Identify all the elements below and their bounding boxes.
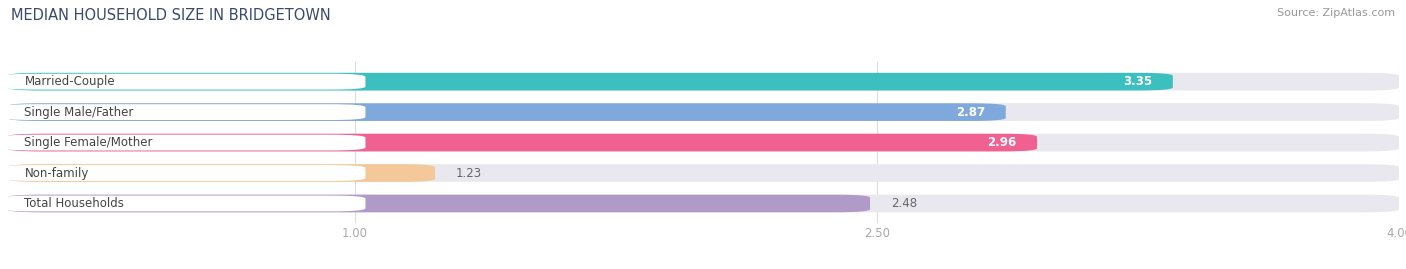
FancyBboxPatch shape [7,134,1038,151]
Text: Single Male/Father: Single Male/Father [24,106,134,119]
FancyBboxPatch shape [0,74,366,90]
FancyBboxPatch shape [7,195,1399,212]
FancyBboxPatch shape [7,103,1005,121]
FancyBboxPatch shape [7,164,434,182]
FancyBboxPatch shape [7,164,1399,182]
FancyBboxPatch shape [7,134,1399,151]
Text: Married-Couple: Married-Couple [24,75,115,88]
FancyBboxPatch shape [0,165,366,181]
FancyBboxPatch shape [0,196,366,211]
FancyBboxPatch shape [7,73,1399,90]
Text: 2.96: 2.96 [987,136,1017,149]
FancyBboxPatch shape [7,73,1173,90]
FancyBboxPatch shape [0,135,366,150]
FancyBboxPatch shape [7,195,870,212]
Text: MEDIAN HOUSEHOLD SIZE IN BRIDGETOWN: MEDIAN HOUSEHOLD SIZE IN BRIDGETOWN [11,8,330,23]
Text: 2.48: 2.48 [891,197,917,210]
Text: Total Households: Total Households [24,197,124,210]
FancyBboxPatch shape [7,103,1399,121]
Text: Non-family: Non-family [24,167,89,179]
Text: Single Female/Mother: Single Female/Mother [24,136,153,149]
FancyBboxPatch shape [0,104,366,120]
Text: 1.23: 1.23 [456,167,482,179]
Text: 2.87: 2.87 [956,106,984,119]
Text: Source: ZipAtlas.com: Source: ZipAtlas.com [1277,8,1395,18]
Text: 3.35: 3.35 [1123,75,1152,88]
